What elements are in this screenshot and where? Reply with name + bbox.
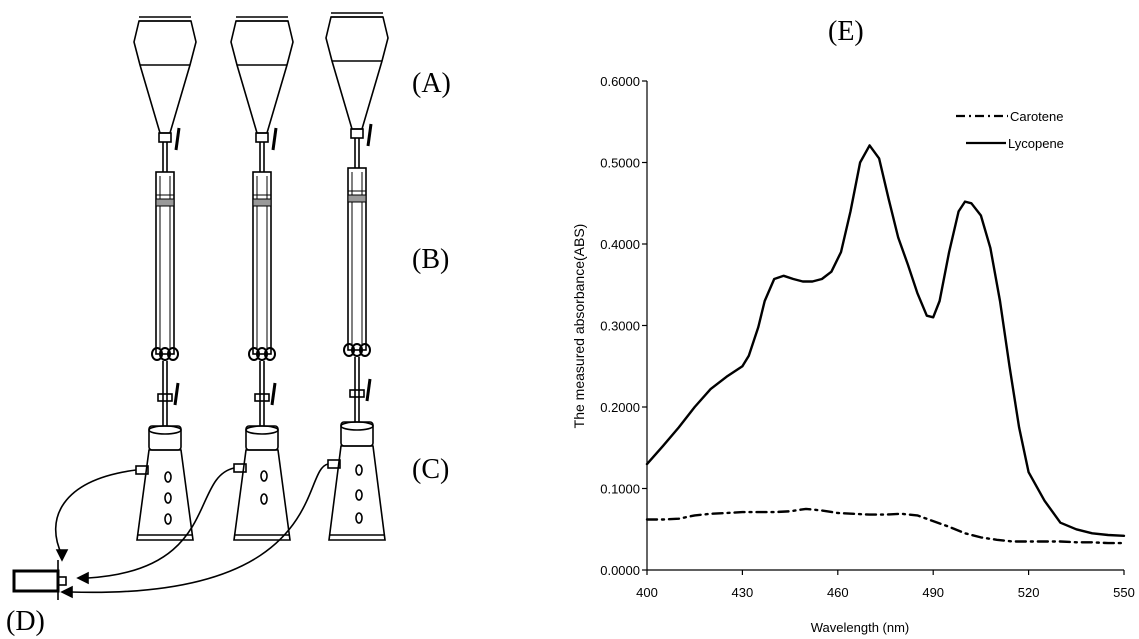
coil-loop	[343, 343, 355, 357]
x-tick-labels: 400 430 460 490 520 550	[636, 585, 1135, 600]
flask-body	[136, 449, 194, 541]
y-tick-label: 0.4000	[600, 237, 640, 252]
coil-loop	[248, 347, 260, 361]
panel-label-d: (D)	[6, 606, 45, 637]
flask-body	[328, 445, 386, 541]
funnel-neck	[255, 132, 269, 143]
valve-handle	[365, 378, 372, 402]
y-tick-label: 0.6000	[600, 74, 640, 89]
x-tick-label: 430	[732, 585, 754, 600]
bubble	[164, 513, 172, 525]
x-tick-label: 460	[827, 585, 849, 600]
extraction-unit-2	[230, 16, 294, 541]
bubble	[260, 493, 268, 505]
y-tick-label: 0.2000	[600, 400, 640, 415]
stopper-top	[245, 425, 279, 435]
panel-label-c: (C)	[412, 454, 449, 485]
stopcock-handle	[271, 127, 278, 151]
x-tick-label: 400	[636, 585, 658, 600]
panel-label-b: (B)	[412, 244, 449, 275]
bubble	[164, 471, 172, 483]
panel-label-a: (A)	[412, 68, 451, 99]
y-tick-label: 0.5000	[600, 156, 640, 171]
coil-loop	[359, 343, 371, 357]
bubble	[164, 492, 172, 504]
funnel-neck	[350, 128, 364, 139]
y-tick-label: 0.0000	[600, 563, 640, 578]
flask-stopper	[148, 425, 182, 451]
funnel-body	[325, 16, 389, 130]
panel-label-e: (E)	[828, 16, 864, 47]
tube-3	[69, 463, 329, 594]
flask-stopper	[245, 425, 279, 451]
coil-loop	[151, 347, 163, 361]
coil-loop	[167, 347, 179, 361]
valve-handle	[270, 382, 277, 406]
tube-1	[54, 469, 137, 556]
x-tick-label: 550	[1113, 585, 1135, 600]
legend-label-carotene: Carotene	[1010, 109, 1063, 124]
column-tube	[347, 167, 367, 351]
y-tick-labels: 0.0000 0.1000 0.2000 0.3000 0.4000 0.5000 0.60…	[600, 74, 640, 578]
extraction-apparatus-diagram	[12, 12, 389, 600]
extraction-unit-3	[325, 12, 389, 541]
column-tube	[252, 171, 272, 355]
stopcock-handle	[366, 123, 373, 147]
stopcock-handle	[174, 127, 181, 151]
flask-body	[233, 449, 291, 541]
y-tick-label: 0.3000	[600, 319, 640, 334]
funnel-neck	[158, 132, 172, 143]
valve	[157, 393, 173, 402]
arrow-head	[60, 585, 73, 599]
legend-label-lycopene: Lycopene	[1008, 136, 1064, 151]
stopper-top	[148, 425, 182, 435]
x-tick-label: 520	[1018, 585, 1040, 600]
funnel-body	[133, 20, 197, 134]
series-line-carotene	[645, 507, 1126, 545]
extraction-unit-1	[133, 16, 197, 541]
stopper-top	[340, 421, 374, 431]
tube-2	[87, 467, 235, 579]
funnel-body	[230, 20, 294, 134]
bubble	[355, 512, 363, 524]
column-packing	[155, 198, 175, 207]
series-line-lycopene	[645, 144, 1126, 537]
coil-loop	[264, 347, 276, 361]
bubble	[260, 470, 268, 482]
x-tick-label: 490	[922, 585, 944, 600]
y-axis-label: The measured absorbance(ABS)	[571, 224, 587, 429]
chart-series	[645, 144, 1126, 545]
chart-axes	[642, 80, 1125, 575]
bubble	[355, 489, 363, 501]
pump-box	[12, 569, 60, 593]
absorbance-chart: 0.0000 0.1000 0.2000 0.3000 0.4000 0.5000 0.60…	[571, 74, 1135, 635]
valve	[349, 389, 365, 398]
y-tick-label: 0.1000	[600, 482, 640, 497]
chart-legend: Carotene Lycopene	[956, 109, 1064, 151]
column-packing	[347, 194, 367, 203]
column-tube	[155, 171, 175, 355]
bubble	[355, 464, 363, 476]
flask-stopper	[340, 421, 374, 447]
coil-loop	[351, 343, 363, 357]
coil-loop	[256, 347, 268, 361]
valve-handle	[173, 382, 180, 406]
arrow-head	[76, 571, 89, 585]
valve	[254, 393, 270, 402]
arrow-head	[55, 549, 69, 562]
coil-loop	[159, 347, 171, 361]
column-packing	[252, 198, 272, 207]
x-axis-label: Wavelength (nm)	[811, 620, 910, 635]
